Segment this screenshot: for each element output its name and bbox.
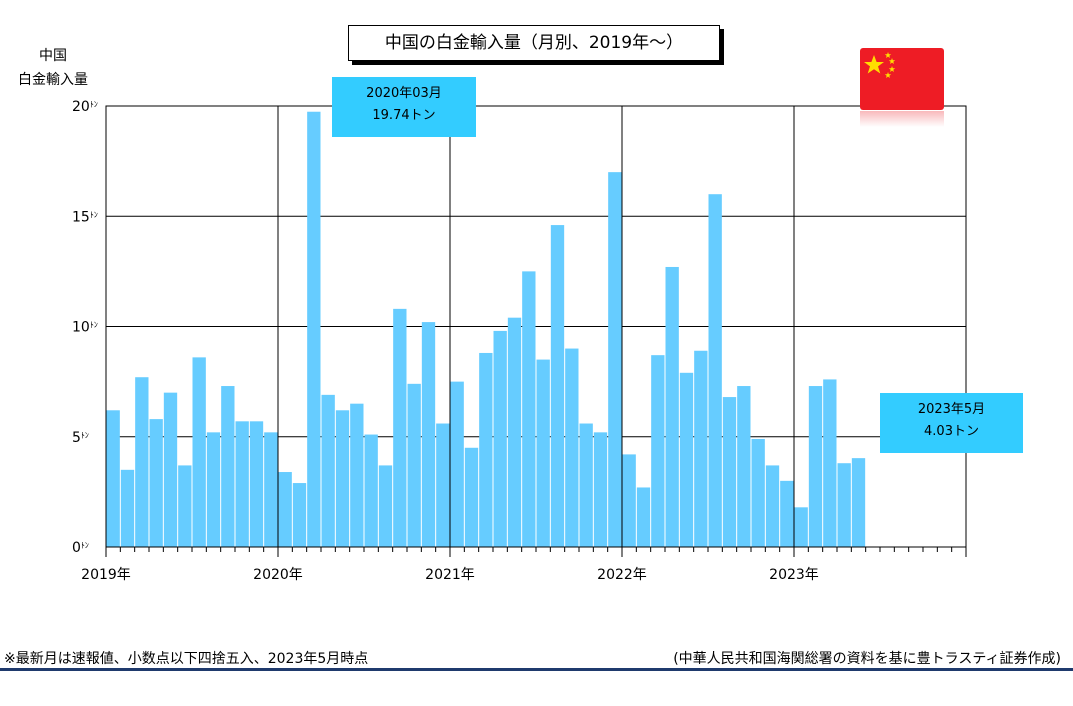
bar — [421, 322, 436, 547]
footnote-left: ※最新月は速報値、小数点以下四捨五入、2023年5月時点 — [4, 651, 369, 667]
bar — [522, 271, 536, 547]
flag-reflection — [860, 111, 944, 127]
bar — [106, 410, 120, 547]
x-tick-label: 2022年 — [597, 567, 647, 583]
bar — [278, 472, 292, 547]
bar — [679, 372, 694, 547]
bar — [737, 386, 751, 547]
bar — [780, 480, 794, 547]
y-axis-label-line-1: 中国 — [39, 48, 67, 64]
bar — [565, 348, 579, 547]
y-tick-label: 0ﾄﾝ — [72, 540, 89, 556]
bar — [493, 330, 507, 547]
china-flag-icon — [860, 48, 944, 110]
bar — [364, 434, 378, 547]
bar — [608, 172, 622, 547]
bar — [823, 379, 837, 547]
y-tick-label: 20ﾄﾝ — [72, 99, 98, 115]
bar — [751, 438, 765, 547]
y-tick-label: 15ﾄﾝ — [72, 209, 98, 225]
bar — [536, 359, 550, 547]
bar — [135, 377, 149, 547]
chart-title: 中国の白金輸入量（月別、2019年～） — [348, 25, 720, 61]
callout-peak-value: 19.74トン — [372, 108, 436, 123]
bar — [149, 419, 163, 547]
x-tick-label: 2023年 — [769, 567, 819, 583]
bar — [450, 381, 464, 547]
bar — [651, 355, 665, 547]
y-tick-label: 10ﾄﾝ — [72, 320, 98, 336]
bar — [593, 432, 608, 547]
bar — [264, 432, 278, 547]
callout-peak-date: 2020年03月 — [366, 86, 442, 101]
bar — [665, 266, 679, 547]
callout-latest-value: 4.03トン — [924, 424, 979, 439]
bar — [579, 423, 593, 547]
bar — [808, 386, 823, 547]
y-axis-label-line-2: 白金輸入量 — [18, 72, 88, 88]
x-tick-label: 2021年 — [425, 567, 475, 583]
bar — [307, 111, 321, 547]
bar — [708, 194, 722, 547]
bar — [851, 458, 866, 547]
bar — [192, 357, 206, 547]
bar — [479, 352, 493, 547]
bar — [550, 225, 565, 547]
bar — [636, 487, 651, 547]
bar — [464, 447, 479, 547]
bar — [350, 403, 364, 547]
bar — [163, 392, 178, 547]
bar — [622, 454, 636, 547]
callout-peak: 2020年03月 19.74トン — [332, 77, 476, 137]
bar — [837, 463, 851, 547]
x-tick-label: 2020年 — [253, 567, 303, 583]
bar — [722, 397, 737, 547]
bar — [235, 421, 249, 547]
bar — [794, 507, 808, 547]
bar — [178, 465, 192, 547]
bar — [321, 394, 335, 547]
bar — [436, 423, 450, 547]
bar — [694, 350, 708, 547]
bar — [335, 410, 350, 547]
footnote-right: (中華人民共和国海関総署の資料を基に豊トラスティ証券作成) — [673, 651, 1061, 667]
bar — [378, 465, 393, 547]
bar — [407, 383, 421, 547]
callout-latest: 2023年5月 4.03トン — [880, 393, 1023, 453]
y-axis-label: 中国 白金輸入量 — [8, 44, 98, 92]
bar — [393, 308, 407, 547]
bar — [507, 317, 522, 547]
bottom-rule — [0, 668, 1073, 671]
bar — [206, 432, 221, 547]
bar — [249, 421, 264, 547]
bar — [120, 469, 135, 547]
x-tick-label: 2019年 — [81, 567, 131, 583]
bar — [292, 483, 307, 547]
bar — [765, 465, 780, 547]
bar — [221, 386, 235, 547]
y-tick-label: 5ﾄﾝ — [72, 430, 89, 446]
callout-latest-date: 2023年5月 — [917, 402, 986, 417]
